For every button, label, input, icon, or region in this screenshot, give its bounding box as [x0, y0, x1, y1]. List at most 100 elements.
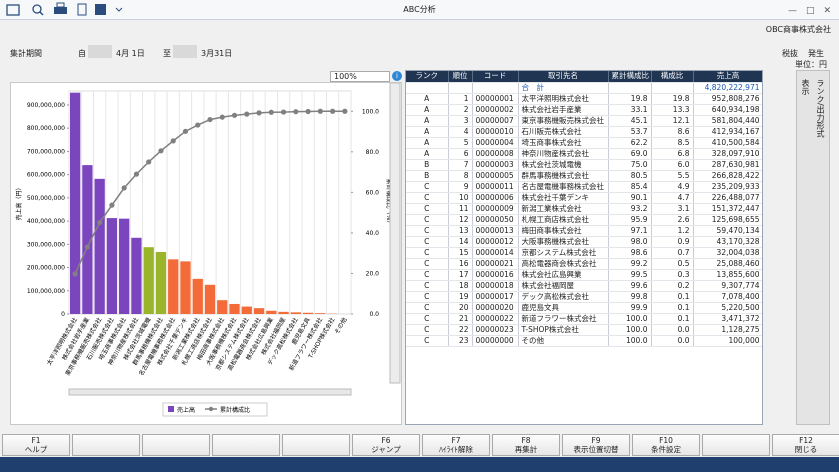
function-key[interactable]: F1 ヘルプ	[2, 434, 70, 456]
y2-tick-label: 100.0	[362, 108, 379, 115]
cell: 410,500,584	[693, 137, 762, 149]
data-row: C 20 00000020 鹿児島文具 99.9 0.1 5,220,500	[406, 302, 762, 314]
cell: デック高松株式会社	[518, 291, 609, 303]
cell: 3,471,372	[693, 313, 762, 325]
function-key[interactable]: F10 条件設定	[632, 434, 700, 456]
cell: 952,808,276	[693, 93, 762, 105]
bar	[315, 313, 326, 314]
y-tick-label: 0	[61, 311, 65, 318]
abc-table: ランク 順位 コード 取引先名 累計構成比 構成比 売上高合 計 4,820,222,971 A…	[406, 71, 762, 347]
cell: 69.0	[608, 148, 652, 160]
header-cell: 順位	[448, 71, 473, 83]
data-row: C 14 00000012 大阪事務機株式会社 98.0 0.9 43,170,328	[406, 236, 762, 248]
data-row: C 19 00000017 デック高松株式会社 99.8 0.1 7,078,400	[406, 291, 762, 303]
cell: 13.3	[651, 104, 694, 116]
cell: B	[406, 159, 449, 171]
legend-label: 売上高	[177, 406, 195, 414]
bar	[217, 300, 228, 314]
cell: 99.6	[608, 280, 652, 292]
function-key[interactable]	[702, 434, 770, 456]
cell: 梅田商事株式会社	[518, 225, 609, 237]
cumulative-point	[97, 219, 103, 226]
masked-year	[173, 45, 197, 58]
y-tick-label: 400,000,000	[27, 218, 65, 225]
cell: 11	[448, 203, 473, 215]
cell: 鹿児島文具	[518, 302, 609, 314]
cell: 6.8	[651, 148, 694, 160]
cell: 00000013	[472, 225, 519, 237]
bar	[82, 165, 93, 314]
function-key[interactable]	[72, 434, 140, 456]
cell: C	[406, 335, 449, 347]
cell: 石川販売株式会社	[518, 126, 609, 138]
cell: 00000003	[472, 159, 519, 171]
cell: 0.1	[651, 313, 694, 325]
cell: 14	[448, 236, 473, 248]
cell: 00000017	[472, 291, 519, 303]
cell: 7,078,400	[693, 291, 762, 303]
zoom-select[interactable]: 100%	[330, 71, 390, 82]
function-key-label: 閉じる	[794, 445, 818, 454]
cell: 0.0	[651, 335, 694, 347]
title-bar: ABC分析 — □ ✕	[0, 0, 839, 20]
function-key[interactable]: F9 表示位置切替	[562, 434, 630, 456]
display-tab[interactable]: 表示	[801, 79, 810, 95]
cell: 100.0	[608, 324, 652, 336]
function-key[interactable]	[142, 434, 210, 456]
data-row: A 3 00000007 東京事務機販売株式会社 45.1 12.1 581,804,440	[406, 115, 762, 127]
cell: 6	[448, 148, 473, 160]
masked-year	[88, 45, 112, 58]
cell: 13	[448, 225, 473, 237]
cumulative-point	[84, 244, 90, 250]
cell: C	[406, 181, 449, 193]
function-key[interactable]	[212, 434, 280, 456]
bar	[168, 259, 179, 314]
info-icon[interactable]: i	[392, 71, 402, 81]
cumulative-point	[293, 109, 299, 115]
cell: 19.8	[651, 93, 694, 105]
cell: 4.7	[651, 192, 694, 204]
window-controls[interactable]: — □ ✕	[787, 6, 831, 16]
cell: 5.5	[651, 170, 694, 182]
function-key[interactable]	[282, 434, 350, 456]
from-date: 4月 1日	[116, 49, 145, 58]
cell: 00000012	[472, 236, 519, 248]
cell: C	[406, 203, 449, 215]
bar	[266, 310, 277, 314]
cell: A	[406, 137, 449, 149]
cell: 00000021	[472, 258, 519, 270]
cell: 98.6	[608, 247, 652, 259]
cumulative-point	[133, 171, 140, 177]
legend-label: 累計構成比	[220, 406, 250, 414]
cell: 98.0	[608, 236, 652, 248]
data-row: C 9 00000011 名古屋電機事務株式会社 85.4 4.9 235,209,933	[406, 181, 762, 193]
data-row: C 15 00000014 京都システム株式会社 98.6 0.7 32,004,038	[406, 247, 762, 259]
rank-output-tab[interactable]: ランク/出力形式	[816, 79, 825, 138]
data-row: C 17 00000016 株式会社広島興業 99.5 0.3 13,855,600	[406, 269, 762, 281]
cell: 1.2	[651, 225, 694, 237]
bar	[204, 284, 216, 314]
v-scrollbar	[389, 82, 401, 384]
cell: C	[406, 291, 449, 303]
cumulative-point	[231, 112, 238, 118]
function-key-label: ヘルプ	[24, 445, 48, 454]
tax-label: 税抜	[782, 49, 798, 58]
y-axis-title: 売上高（円）	[15, 184, 23, 220]
function-key[interactable]: F7 ﾊｲﾗｲﾄ解除	[422, 434, 490, 456]
y-tick-label: 900,000,000	[27, 102, 65, 109]
cell: 287,630,981	[693, 159, 762, 171]
function-key[interactable]: F8 再集計	[492, 434, 560, 456]
bar	[278, 311, 289, 314]
cell: 00000023	[472, 324, 519, 336]
function-key[interactable]: F6 ジャンプ	[352, 434, 420, 456]
cell: 10	[448, 192, 473, 204]
header-cell: 売上高	[693, 71, 762, 83]
toolbar-icons	[6, 2, 123, 16]
cell: A	[406, 148, 449, 160]
function-key[interactable]: F12 閉じる	[772, 434, 839, 456]
from-label: 自	[78, 49, 86, 58]
cell: 株式会社福岡屋	[518, 280, 609, 292]
cell: 東京事務機販売株式会社	[518, 115, 609, 127]
cell: 0.2	[651, 280, 694, 292]
